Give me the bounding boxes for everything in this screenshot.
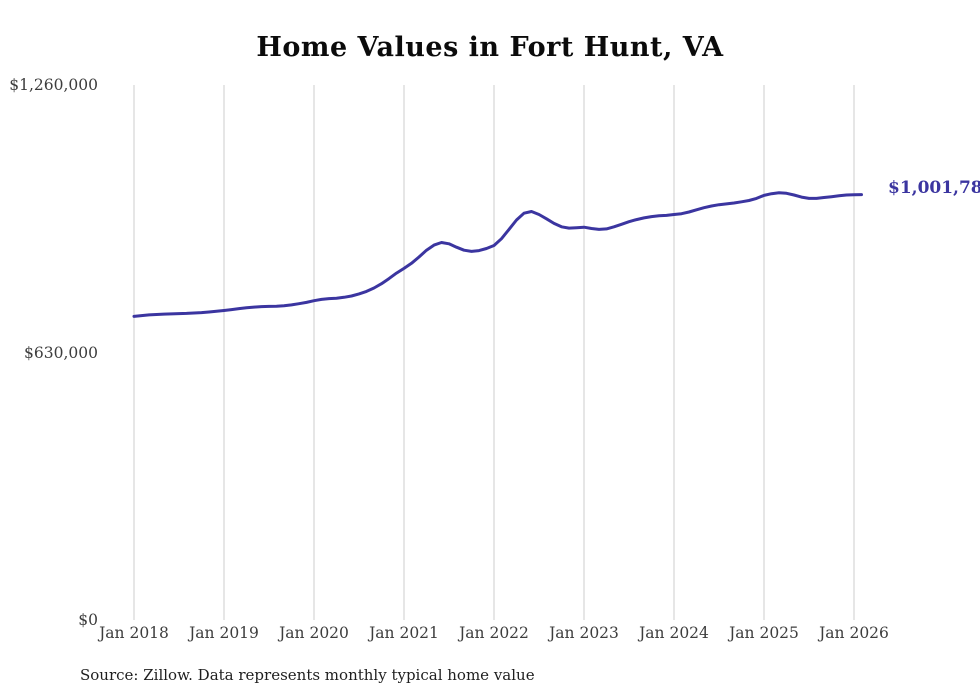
chart-title: Home Values in Fort Hunt, VA [256,32,724,63]
x-tick-label: Jan 2018 [99,624,169,642]
x-tick-label: Jan 2020 [279,624,349,642]
x-tick-label: Jan 2022 [459,624,529,642]
x-tick-label: Jan 2025 [729,624,799,642]
y-tick-label: $630,000 [24,343,98,362]
gridlines-group [133,85,855,620]
y-tick-label: $0 [78,611,98,629]
x-tick-label: Jan 2019 [189,624,259,642]
home-value-line [132,191,863,318]
value-line-group [132,191,863,318]
x-tick-label: Jan 2024 [639,624,709,642]
source-note: Source: Zillow. Data represents monthly … [80,666,535,684]
y-tick-label: $1,260,000 [9,76,98,94]
x-tick-label: Jan 2021 [369,624,439,642]
x-tick-label: Jan 2023 [549,624,619,642]
x-tick-label: Jan 2026 [819,624,889,642]
latest-value-label: $1,001,78 [888,178,980,198]
